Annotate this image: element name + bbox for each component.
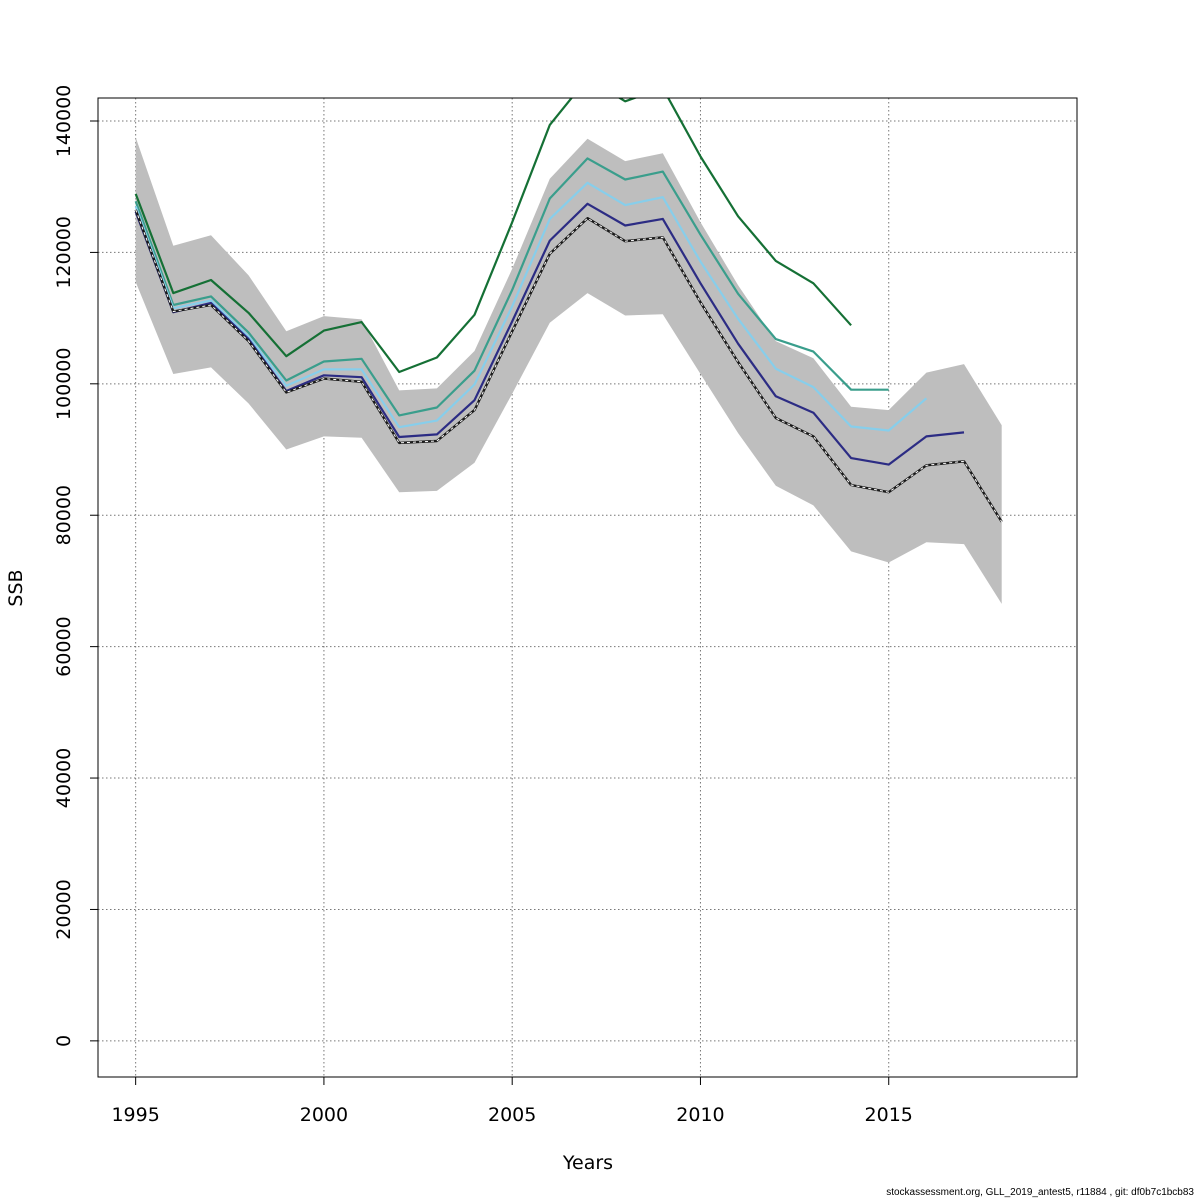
y-tick-label: 60000 [53,616,75,676]
y-tick-label: 20000 [53,879,75,939]
x-tick-label: 2000 [300,1104,348,1126]
footer-credit: stockassessment.org, GLL_2019_antest5, r… [886,1187,1194,1198]
plot-data [134,98,1003,604]
confidence-band [135,137,1002,604]
y-tick-label: 0 [53,1035,75,1047]
y-axis-title: SSB [5,569,27,606]
plot-frame [97,97,1078,1078]
axes: 1995 2000 2005 2010 2015 0 20000 40000 60000 8000… [53,85,913,1126]
series-line-4 [134,98,852,374]
x-tick-label: 1995 [111,1104,159,1126]
series-line-dash-0 [135,209,1003,523]
y-tick-label: 100000 [53,348,75,421]
x-axis-title: Years [562,1152,613,1174]
y-tick-label: 120000 [53,216,75,289]
x-tick-label: 2010 [676,1104,724,1126]
y-tick-label: 40000 [53,748,75,808]
series-line-2 [134,181,928,432]
y-tick-label: 140000 [53,85,75,158]
y-tick-label: 80000 [53,485,75,545]
x-tick-label: 2005 [488,1104,536,1126]
x-tick-label: 2015 [865,1104,913,1126]
series-line-3 [134,157,889,417]
